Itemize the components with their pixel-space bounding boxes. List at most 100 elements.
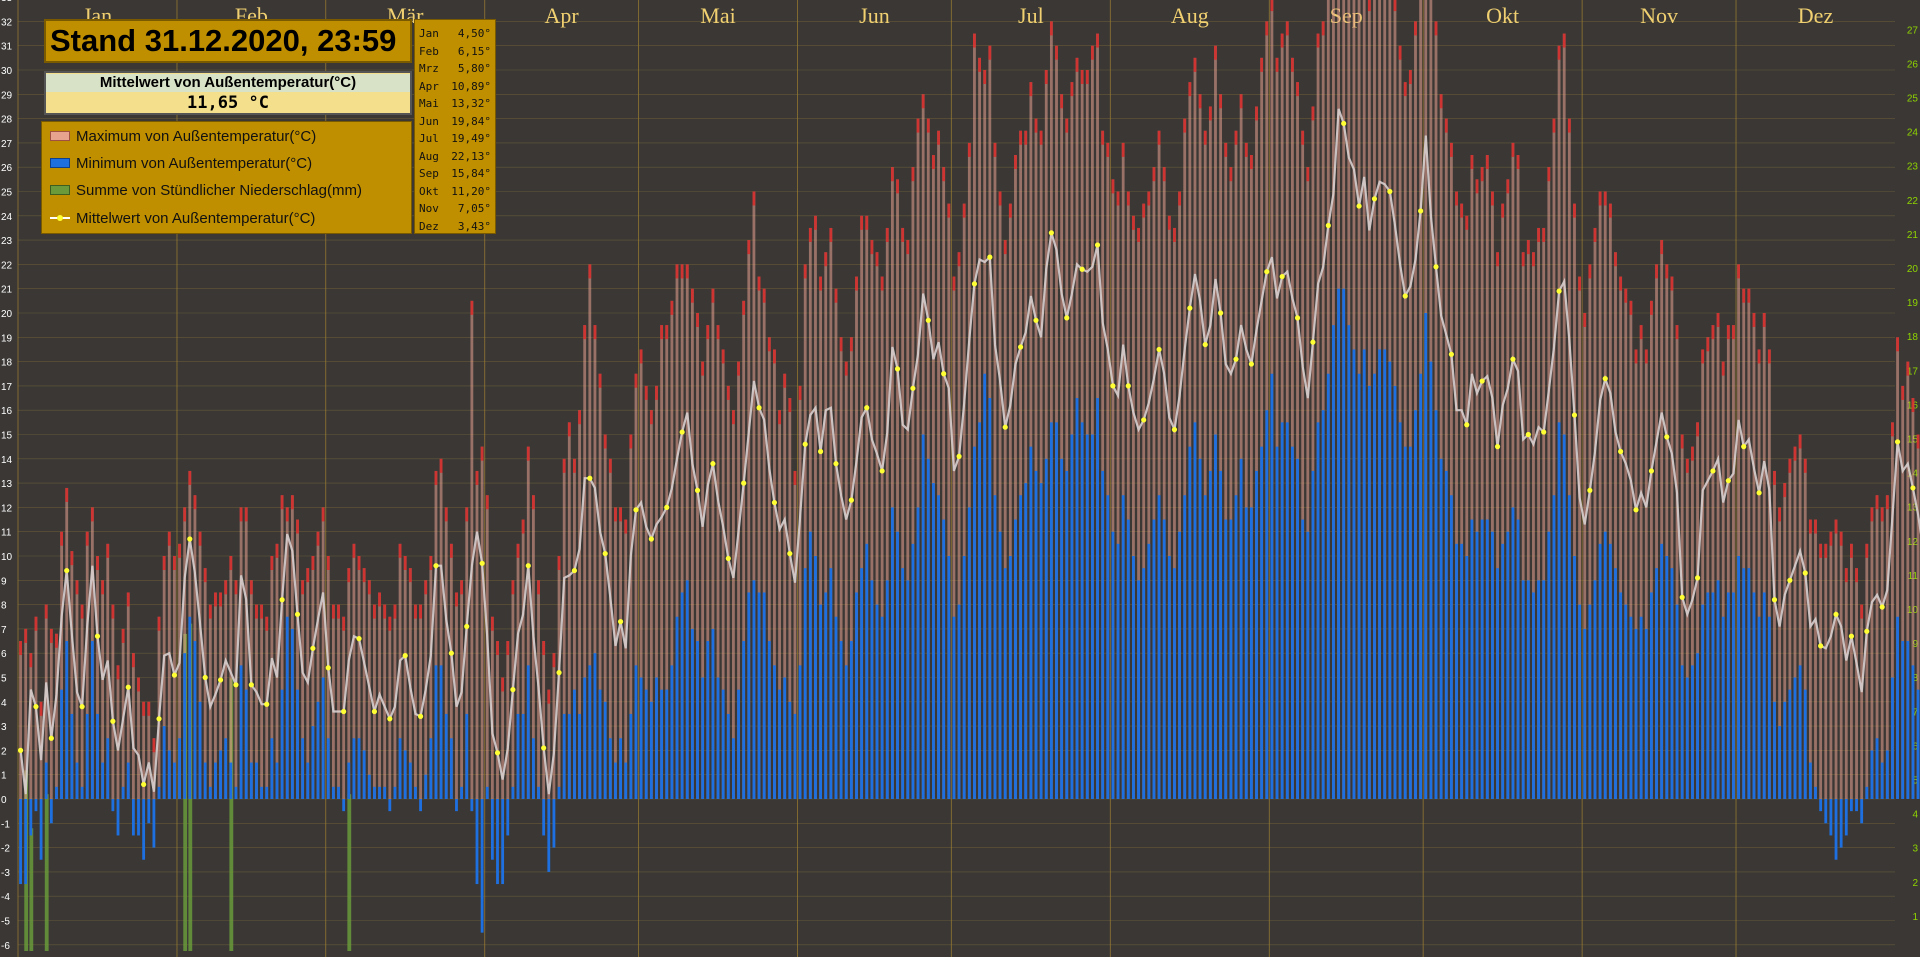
max-temp-bar-tip: [547, 689, 551, 704]
mean-temp-point: [1156, 346, 1162, 353]
max-temp-bar: [552, 653, 556, 799]
min-temp-bar: [957, 604, 961, 799]
mean-temp-point: [371, 708, 378, 715]
min-temp-bar: [1362, 349, 1366, 799]
min-temp-bar: [906, 580, 910, 799]
max-temp-bar-tip: [588, 264, 592, 279]
max-temp-bar: [1793, 446, 1797, 799]
monthly-month: Sep: [419, 167, 439, 180]
max-temp-bar-tip: [1721, 361, 1725, 376]
mean-temp-point: [464, 623, 470, 630]
y-right-tick-label: 2: [1912, 878, 1918, 889]
max-temp-bar: [1778, 507, 1782, 799]
max-temp-bar: [634, 373, 638, 799]
max-temp-bar-tip: [1367, 0, 1371, 12]
mean-temp-point: [1510, 356, 1516, 362]
max-temp-bar: [742, 300, 746, 799]
max-temp-bar: [834, 288, 838, 799]
monthly-value: 13,32°: [451, 97, 491, 110]
min-temp-bar: [455, 799, 458, 812]
max-temp-bar-tip: [444, 507, 448, 522]
min-temp-bar: [1865, 786, 1869, 799]
max-temp-bar: [316, 531, 320, 799]
min-temp-bar: [1429, 361, 1433, 799]
min-temp-bar: [352, 738, 356, 799]
y-left-tick-label: 12: [1, 503, 13, 514]
max-temp-bar: [660, 325, 664, 799]
max-temp-bar-tip: [1019, 130, 1023, 145]
max-temp-bar-tip: [711, 288, 715, 303]
y-left-tick-label: 23: [1, 236, 13, 247]
max-temp-bar-tip: [1752, 313, 1756, 327]
y-left-tick-label: 10: [1, 552, 13, 563]
monthly-month: Apr: [419, 79, 439, 93]
max-temp-bar: [1126, 191, 1130, 799]
max-temp-bar-tip: [1096, 33, 1099, 48]
max-temp-bar: [1311, 106, 1315, 799]
monthly-month: Mrz: [419, 62, 439, 75]
max-temp-bar: [1316, 33, 1320, 800]
mean-temp-point: [1802, 570, 1808, 576]
min-temp-bar: [1542, 580, 1546, 799]
max-temp-bar-tip: [285, 507, 289, 522]
min-temp-bar: [1408, 446, 1412, 799]
mean-temp-point: [217, 677, 224, 683]
max-temp-bar-tip: [1865, 543, 1869, 558]
max-temp-bar-tip: [1157, 130, 1161, 145]
min-temp-bar: [1696, 653, 1699, 799]
max-temp-bar-tip: [393, 604, 397, 619]
mean-temp-point: [525, 563, 531, 569]
max-temp-bar-tip: [1075, 57, 1079, 72]
bar-swatch-icon: [50, 185, 70, 195]
mean-temp-point: [1618, 448, 1624, 455]
max-temp-bar-tip: [1178, 191, 1181, 206]
mean-temp-point: [1833, 611, 1839, 617]
min-temp-bar: [860, 568, 864, 799]
mean-temp-point: [679, 429, 685, 435]
max-temp-bar-tip: [844, 361, 848, 376]
min-temp-bar: [926, 458, 930, 799]
max-temp-bar: [1849, 543, 1853, 799]
y-right-tick-label: 1: [1912, 912, 1918, 923]
mean-temp-point: [294, 611, 301, 617]
max-temp-bar-tip: [1434, 21, 1438, 36]
monthly-row: Jul 19,49°: [419, 130, 491, 148]
y-left-tick-label: 4: [1, 698, 7, 709]
min-temp-bar: [60, 689, 64, 799]
monthly-month: Feb: [419, 44, 439, 58]
max-temp-bar-tip: [1834, 519, 1838, 534]
max-temp-bar: [1014, 155, 1017, 800]
max-temp-bar-tip: [1414, 21, 1417, 36]
max-temp-bar: [1547, 167, 1551, 799]
max-temp-bar-tip: [388, 616, 392, 631]
max-temp-bar-tip: [1624, 288, 1628, 303]
max-temp-bar: [111, 604, 115, 799]
rain-bar: [29, 828, 34, 951]
min-temp-bar: [506, 799, 510, 836]
min-temp-bar: [1839, 799, 1843, 848]
max-temp-bar-tip: [1803, 458, 1807, 473]
max-temp-bar-tip: [455, 592, 458, 607]
min-temp-bar: [1880, 762, 1884, 799]
min-temp-bar: [326, 738, 330, 799]
max-temp-bar-tip: [1291, 57, 1294, 72]
max-temp-bar-tip: [280, 495, 284, 510]
month-label: Jul: [1018, 3, 1044, 28]
max-temp-bar: [752, 191, 756, 799]
max-temp-bar: [470, 300, 474, 799]
y-left-tick-label: 25: [1, 188, 13, 199]
mean-temp-point: [1279, 273, 1285, 280]
max-temp-bar-tip: [1547, 167, 1551, 182]
max-temp-bar: [270, 556, 274, 799]
annual-average-box: Mittelwert von Außentemperatur(°C) 11,65…: [44, 71, 412, 115]
min-temp-bar: [1547, 531, 1551, 799]
y-left-tick-label: 9: [1, 576, 7, 587]
max-temp-bar-tip: [429, 556, 433, 570]
max-temp-bar-tip: [1465, 215, 1469, 230]
min-temp-bar: [1373, 373, 1376, 799]
max-temp-bar: [475, 470, 479, 799]
max-temp-bar-tip: [1260, 57, 1264, 72]
min-temp-bar: [234, 786, 238, 799]
max-temp-bar: [1049, 21, 1053, 799]
max-temp-bar: [1301, 130, 1305, 799]
